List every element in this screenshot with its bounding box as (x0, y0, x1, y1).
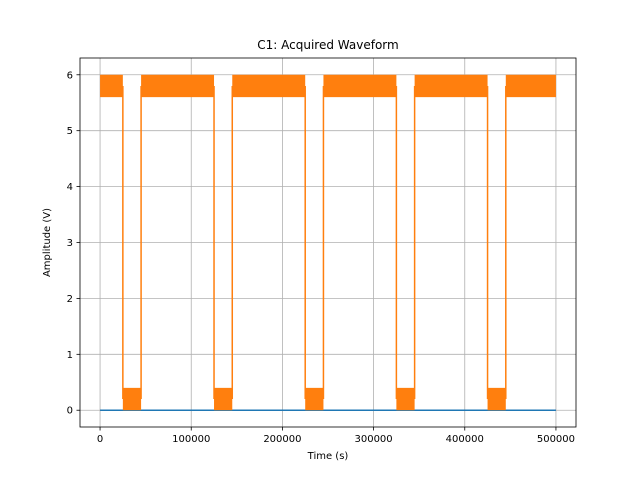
y-tick-label: 6 (67, 70, 73, 81)
pulse-high-segment (100, 74, 123, 98)
x-tick-label: 200000 (263, 434, 301, 445)
y-tick-label: 5 (67, 126, 73, 137)
y-axis-label: Amplitude (V) (42, 208, 53, 277)
x-tick-label: 400000 (446, 434, 484, 445)
x-tick-label: 0 (97, 434, 103, 445)
grid (80, 58, 576, 427)
pulse-low-segment (487, 387, 506, 411)
series-layer (100, 74, 556, 411)
y-tick-label: 0 (67, 406, 73, 417)
x-tick-label: 100000 (172, 434, 210, 445)
pulse-high-segment (505, 74, 556, 98)
y-tick-label: 1 (67, 350, 73, 361)
pulse-low-segment (214, 387, 233, 411)
x-axis-label: Time (s) (307, 451, 349, 462)
y-tick-label: 2 (67, 294, 73, 305)
pulse-high-segment (232, 74, 306, 98)
pulse-high-segment (323, 74, 397, 98)
pulse-low-segment (122, 387, 142, 411)
pulse-low-segment (396, 387, 415, 411)
y-tick-label: 4 (67, 182, 73, 193)
y-tick-label: 3 (67, 238, 73, 249)
x-tick-label: 500000 (537, 434, 575, 445)
chart-title: C1: Acquired Waveform (257, 38, 398, 52)
pulse-low-segment (305, 387, 324, 411)
x-tick-label: 300000 (354, 434, 392, 445)
pulse-high-segment (414, 74, 488, 98)
pulse-high-segment (141, 74, 215, 98)
series-1-pulse-train (100, 74, 556, 411)
ticks: 0 100000 200000 300000 400000 500000 0 1 2 3 4 5 6 (67, 70, 575, 445)
